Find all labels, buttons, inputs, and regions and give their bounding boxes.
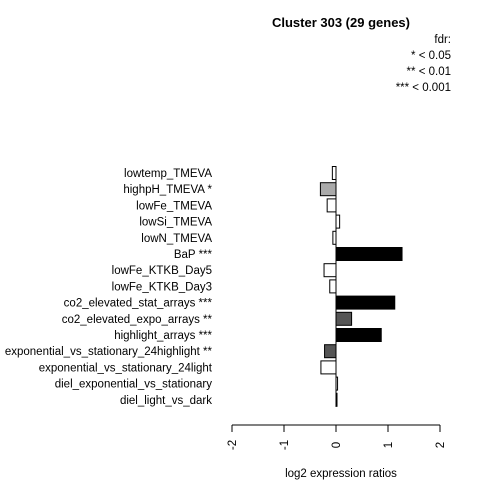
category-label: exponential_vs_stationary_24highlight **	[5, 346, 213, 358]
bar-13	[320, 360, 337, 375]
category-label: lowFe_KTKB_Day5	[112, 265, 212, 277]
bar-14	[335, 376, 339, 391]
legend-entry-3: *** < 0.001	[396, 82, 451, 94]
category-label: lowSi_TMEVA	[139, 217, 212, 229]
chart-title: Cluster 303 (29 genes)	[272, 15, 410, 30]
x-tick-label: 0	[331, 442, 343, 448]
bar-12	[324, 344, 337, 359]
bar-15	[335, 392, 338, 407]
x-tick-label: -1	[279, 440, 291, 450]
category-label: highpH_TMEVA *	[123, 184, 212, 196]
legend-title: fdr:	[434, 34, 451, 46]
x-tick-label: 2	[435, 442, 447, 448]
category-label: lowFe_TMEVA	[136, 200, 212, 212]
category-label: highlight_arrays ***	[114, 330, 212, 342]
bar-9	[335, 295, 396, 310]
bar-3	[326, 198, 337, 213]
plot-area: lowtemp_TMEVA highpH_TMEVA * lowFe_TMEVAlo…	[5, 166, 447, 450]
category-label: BaP ***	[174, 249, 213, 261]
bar-6	[335, 247, 403, 261]
bar-7	[323, 263, 337, 278]
x-tick-label: -2	[227, 440, 239, 450]
x-tick-label: 1	[383, 442, 395, 448]
category-label: exponential_vs_stationary_24light	[39, 362, 213, 374]
bar-2	[319, 182, 337, 197]
category-label: lowtemp_TMEVA	[124, 168, 212, 180]
legend-entry-2: ** < 0.01	[407, 66, 451, 78]
category-label: lowFe_KTKB_Day3	[112, 281, 212, 293]
bar-8	[329, 279, 337, 294]
bar-4	[335, 214, 341, 229]
category-label: co2_elevated_stat_arrays ***	[64, 298, 213, 310]
legend-entry-1: * < 0.05	[411, 50, 451, 62]
bar-1	[331, 166, 337, 180]
category-label: co2_elevated_expo_arrays **	[62, 314, 213, 326]
bar-5	[332, 230, 337, 245]
bar-11	[335, 328, 382, 342]
x-axis-title: log2 expression ratios	[285, 468, 397, 480]
bar-10	[335, 311, 353, 326]
category-label: lowN_TMEVA	[141, 233, 212, 245]
category-label: diel_exponential_vs_stationary	[55, 379, 213, 391]
category-label: diel_light_vs_dark	[120, 395, 212, 407]
legend: fdr: * < 0.05 ** < 0.01 *** < 0.001	[396, 34, 451, 94]
